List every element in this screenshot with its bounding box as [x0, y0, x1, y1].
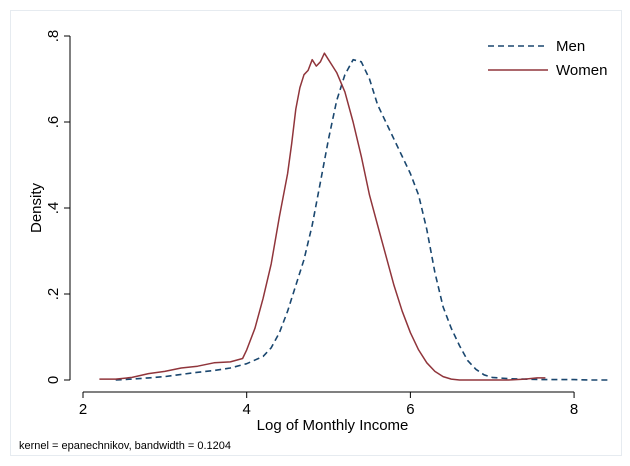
- y-tick-label: .8: [45, 30, 62, 43]
- y-axis-title: Density: [28, 182, 45, 233]
- legend: Men Women: [488, 38, 607, 79]
- x-tick-label: 4: [243, 401, 251, 418]
- x-axis-title: Log of Monthly Income: [257, 417, 409, 434]
- x-tick-label: 6: [406, 401, 414, 418]
- series-line-men: [115, 58, 611, 381]
- legend-label-men: Men: [556, 38, 585, 55]
- y-tick-label: .2: [45, 288, 62, 301]
- chart-frame: [10, 10, 622, 456]
- x-tick-label: 8: [570, 401, 578, 418]
- kernel-note: kernel = epanechnikov, bandwidth = 0.120…: [19, 440, 231, 452]
- y-tick-label: .4: [45, 202, 62, 215]
- y-tick-label: .6: [45, 116, 62, 129]
- y-tick-label: 0: [45, 376, 62, 384]
- legend-label-women: Women: [556, 62, 607, 79]
- x-tick-label: 2: [79, 401, 87, 418]
- series-line-women: [99, 52, 546, 381]
